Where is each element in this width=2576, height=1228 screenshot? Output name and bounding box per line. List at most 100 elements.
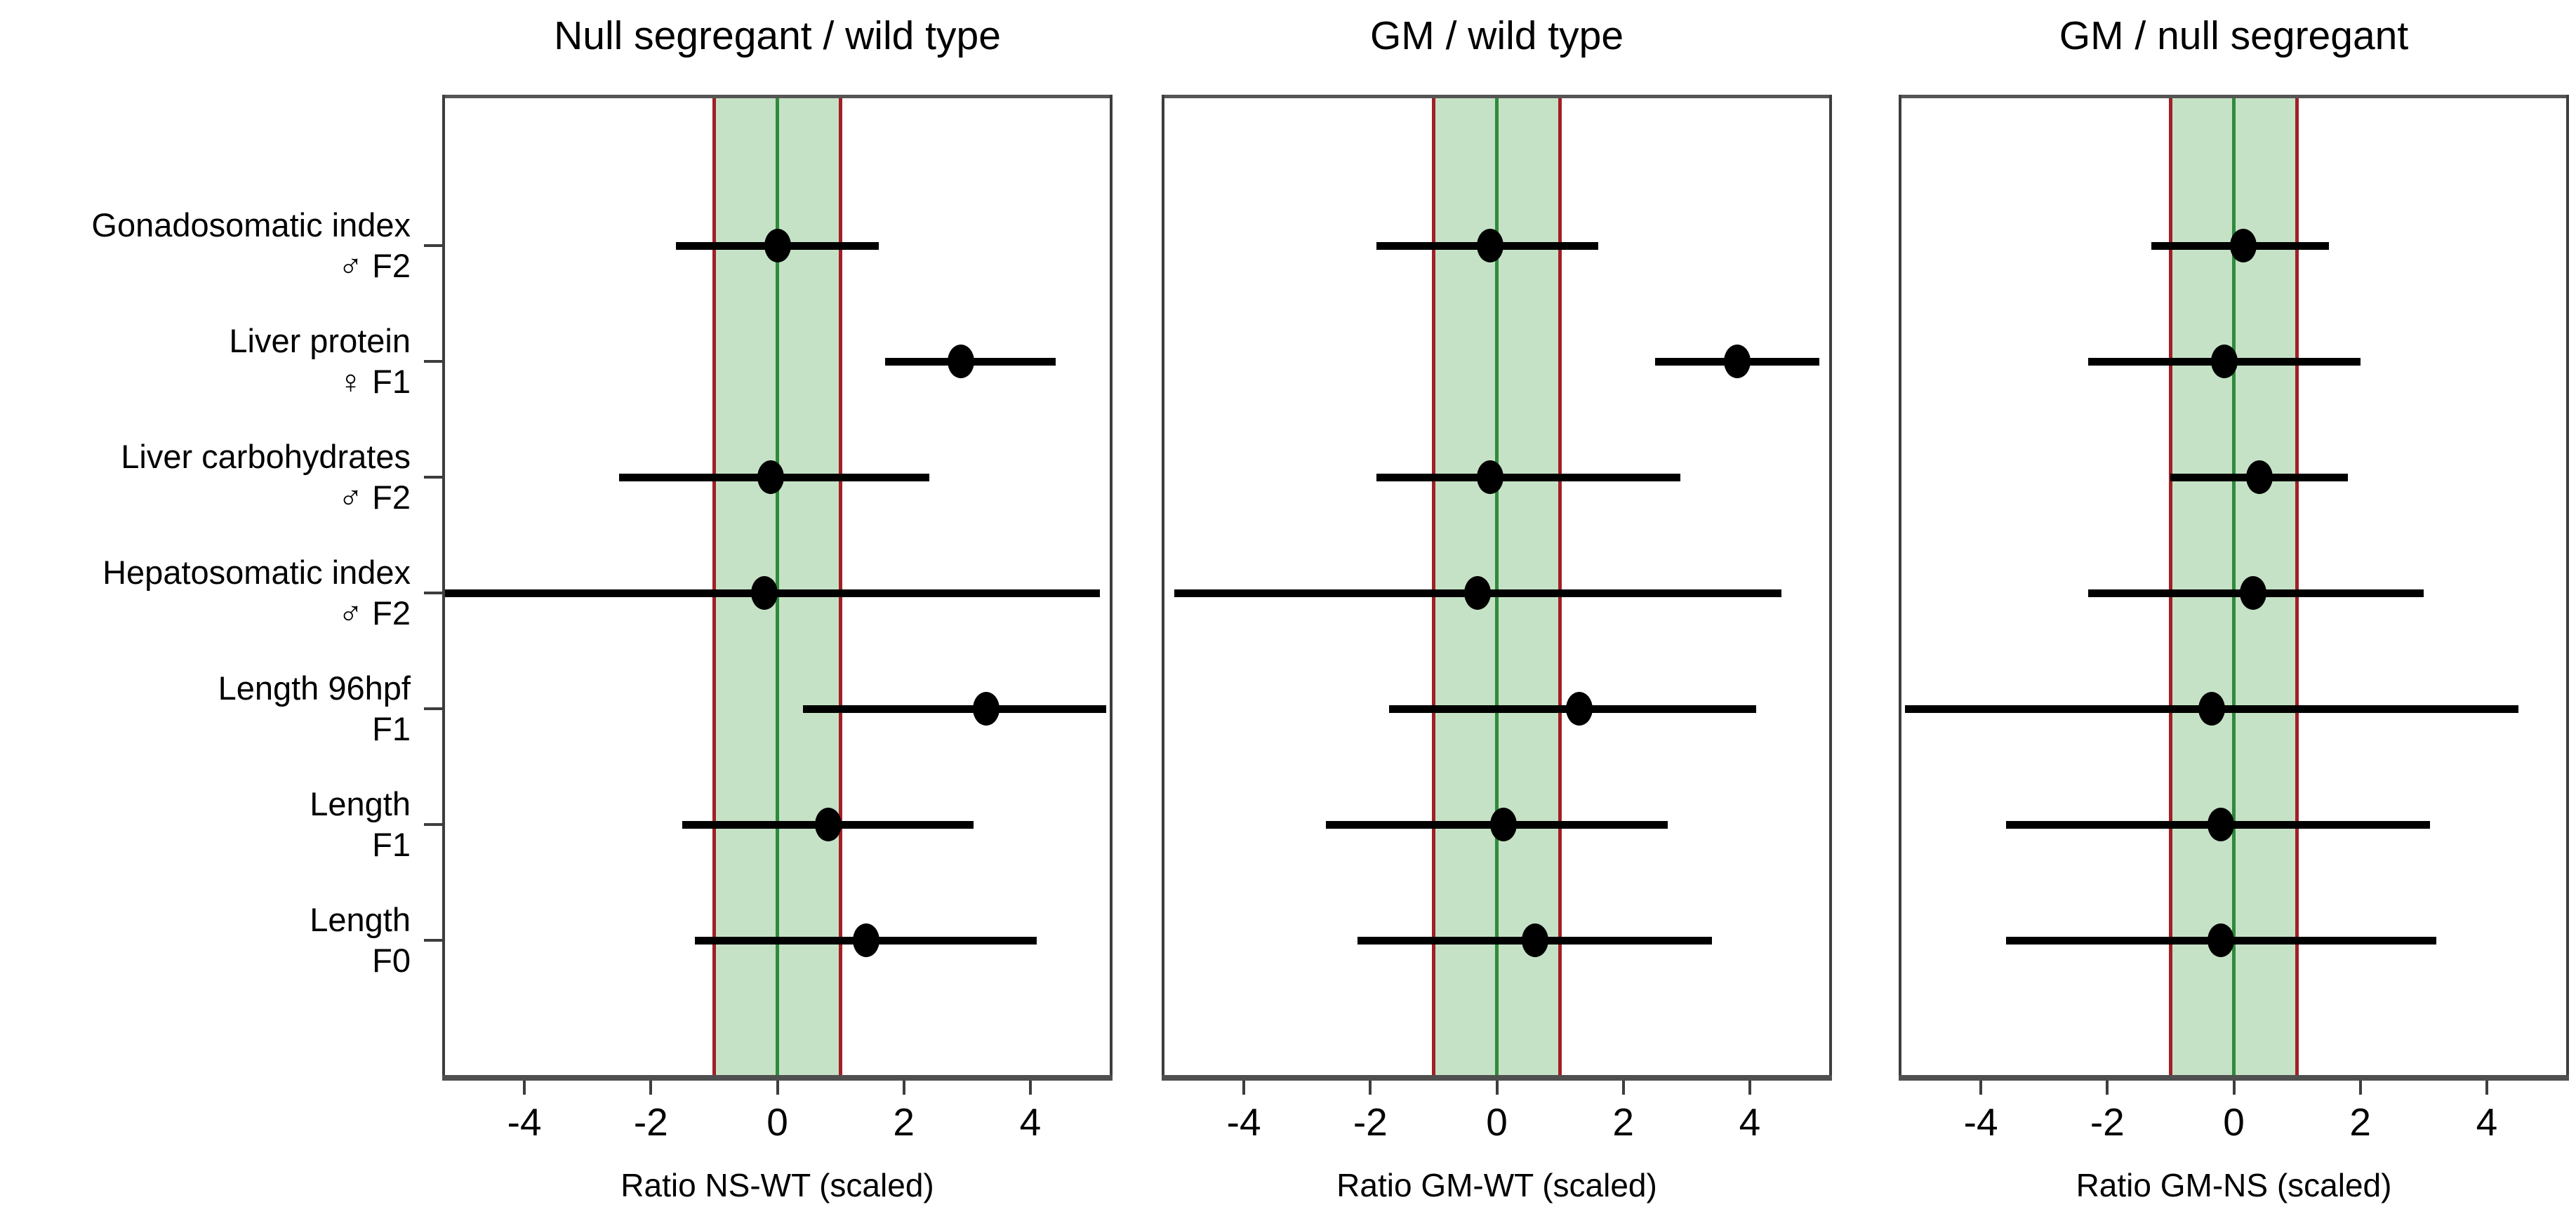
x-axis-tick-label: 0 [766, 1100, 788, 1144]
point-estimate-marker [2239, 576, 2266, 610]
panel-border-right [2566, 95, 2569, 1081]
point-estimate-marker [947, 345, 974, 378]
point-estimate-marker [2210, 345, 2238, 378]
x-axis-tick-label: -2 [1353, 1100, 1388, 1144]
panel-border-top [1899, 95, 2569, 98]
confidence-interval-bar [802, 705, 1106, 713]
equivalence-limit-line [712, 95, 716, 1081]
x-axis-tick [2232, 1081, 2236, 1095]
point-estimate-marker [2207, 923, 2235, 957]
point-estimate-marker [2245, 460, 2273, 494]
zero-reference-line [2232, 95, 2236, 1081]
point-estimate-marker [2207, 808, 2235, 841]
x-axis-tick-label: 2 [1612, 1100, 1634, 1144]
x-axis-tick-label: 2 [893, 1100, 915, 1144]
y-axis-tick [424, 707, 442, 710]
point-estimate-marker [2198, 692, 2225, 726]
point-estimate-marker [1477, 460, 1504, 494]
x-axis-tick [523, 1081, 526, 1095]
panel-border-left [1162, 95, 1164, 1081]
point-estimate-marker [751, 576, 778, 610]
equivalence-limit-line [1431, 95, 1435, 1081]
x-axis-label-gm-ns: Ratio GM-NS (scaled) [2076, 1167, 2392, 1203]
y-axis-category-label-line2: F0 [372, 942, 411, 979]
panel-border-left [1899, 95, 1901, 1081]
zero-reference-line [1495, 95, 1499, 1081]
confidence-interval-bar [1376, 473, 1680, 481]
panel-title-gm-null-segregant: GM / null segregant [2059, 13, 2409, 58]
x-axis-tick [1369, 1081, 1372, 1095]
x-axis-tick [1979, 1081, 1983, 1095]
point-estimate-marker [1723, 345, 1751, 378]
y-axis-category-label-line2: ♀ F1 [338, 363, 411, 400]
x-axis-tick [2485, 1081, 2488, 1095]
y-axis-tick [424, 823, 442, 826]
x-axis-tick [2358, 1081, 2362, 1095]
panel-border-left [442, 95, 445, 1081]
plot-panel-gm-null-segregant [1899, 95, 2569, 1081]
x-axis-tick-label: -2 [2090, 1100, 2125, 1144]
y-axis-category-label-line2: F1 [372, 826, 411, 863]
x-axis-tick [776, 1081, 779, 1095]
y-axis-category-label-line2: ♂ F2 [338, 247, 411, 284]
x-axis-tick [902, 1081, 905, 1095]
panel-border-right [1829, 95, 1832, 1081]
y-axis-category-label-line1: Hepatosomatic index [102, 554, 411, 591]
y-axis-category-label-line1: Gonadosomatic index [91, 206, 411, 243]
y-axis-tick [424, 939, 442, 942]
x-axis-tick [2106, 1081, 2109, 1095]
point-estimate-marker [757, 460, 785, 494]
y-axis-category-label: Liver protein ♀ F1 [0, 321, 411, 402]
x-axis-tick-label: 0 [1486, 1100, 1508, 1144]
panel-border-bottom [1162, 1075, 1832, 1081]
y-axis-category-label-line1: Length [310, 901, 411, 938]
x-axis-tick-label: -4 [1963, 1100, 1998, 1144]
x-axis-tick-label: 4 [1739, 1100, 1761, 1144]
y-axis-category-label: Liver carbohydrates ♂ F2 [0, 436, 411, 518]
equivalence-limit-line [839, 95, 843, 1081]
point-estimate-marker [2230, 229, 2257, 262]
x-axis-tick [1028, 1081, 1032, 1095]
y-axis-category-label-line1: Length [310, 785, 411, 822]
point-estimate-marker [1464, 576, 1492, 610]
plot-panel-null-segregant-wild-type [442, 95, 1113, 1081]
equivalence-limit-line [1558, 95, 1562, 1081]
zero-reference-line [776, 95, 779, 1081]
panel-border-bottom [442, 1075, 1113, 1081]
x-axis-tick-label: -2 [633, 1100, 668, 1144]
point-estimate-marker [852, 923, 879, 957]
y-axis-category-label-line2: ♂ F2 [338, 594, 411, 632]
y-axis-category-label-line2: ♂ F2 [338, 479, 411, 516]
panel-border-right [1110, 95, 1113, 1081]
point-estimate-marker [1489, 808, 1517, 841]
x-axis-tick [1748, 1081, 1751, 1095]
x-axis-tick-label: 4 [1019, 1100, 1042, 1144]
y-axis-category-label-line1: Liver carbohydrates [121, 438, 411, 475]
y-axis-tick [424, 476, 442, 479]
panel-border-bottom [1899, 1075, 2569, 1081]
equivalence-limit-line [2295, 95, 2299, 1081]
x-axis-tick-label: 4 [2476, 1100, 2498, 1144]
point-estimate-marker [764, 229, 791, 262]
x-axis-tick-label: 2 [2349, 1100, 2371, 1144]
panel-title-null-segregant-wild-type: Null segregant / wild type [554, 13, 1001, 58]
point-estimate-marker [1565, 692, 1593, 726]
point-estimate-marker [814, 808, 842, 841]
y-axis-tick [424, 244, 442, 247]
panel-title-gm-wild-type: GM / wild type [1369, 13, 1624, 58]
panel-border-top [1162, 95, 1832, 98]
y-axis-category-label: Length 96hpf F1 [0, 668, 411, 749]
y-axis-category-label: Length F1 [0, 784, 411, 865]
x-axis-label-gm-wt: Ratio GM-WT (scaled) [1336, 1167, 1657, 1203]
y-axis-category-label-line1: Length 96hpf [218, 669, 411, 707]
x-axis-tick [1242, 1081, 1246, 1095]
x-axis-tick [1495, 1081, 1499, 1095]
x-axis-label-ns-wt: Ratio NS-WT (scaled) [620, 1167, 934, 1203]
point-estimate-marker [972, 692, 1000, 726]
x-axis-tick [1621, 1081, 1625, 1095]
y-axis-category-label-line1: Liver protein [229, 322, 411, 359]
y-axis-category-label: Gonadosomatic index ♂ F2 [0, 205, 411, 286]
panel-border-top [442, 95, 1113, 98]
y-axis-tick [424, 592, 442, 594]
